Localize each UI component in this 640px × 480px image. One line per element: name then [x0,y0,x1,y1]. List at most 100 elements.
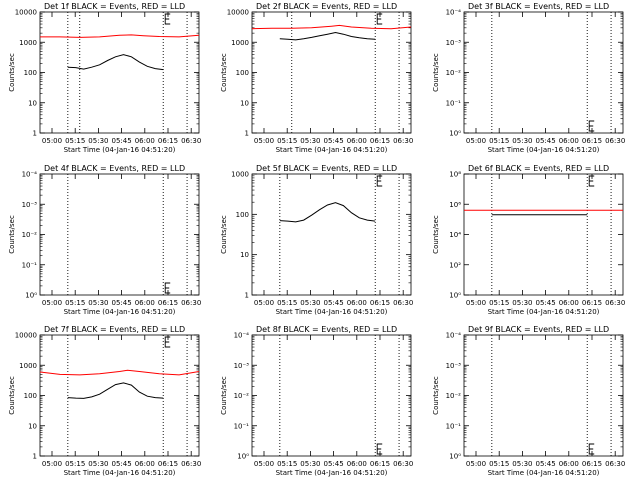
x-tick-label: 06:15 [370,299,390,307]
x-axis-label: Start Time (04-Jan-16 04:51:20) [64,308,176,316]
x-tick-label: 06:15 [158,299,178,307]
y-tick-label: 10⁻⁴ [22,171,38,179]
y-axis-label: Counts/sec [220,376,228,415]
panel-title: Det 8f BLACK = Events, RED = LLD [256,325,397,334]
y-tick-label: 10⁻² [446,392,462,400]
x-tick-label: 05:15 [65,460,85,468]
y-tick-label: 10⁶ [449,201,461,209]
plot-frame [463,173,624,296]
bracket-marker [376,13,383,25]
x-tick-label: 06:15 [370,460,390,468]
x-axis-label: Start Time (04-Jan-16 04:51:20) [488,469,600,477]
x-tick-label: 05:45 [536,137,556,145]
x-tick-label: 05:00 [42,299,62,307]
panel-det-6: Det 6f BLACK = Events, RED = LLD 10⁰ 10² 10… [432,164,625,316]
x-tick-label: 05:15 [489,137,509,145]
panel-det-4: Det 4f BLACK = Events, RED = LLD 10⁰ 10⁻¹ 1… [8,164,201,316]
lld-series-line [251,24,412,30]
x-tick-label: 05:45 [112,460,132,468]
events-series-line [279,202,376,223]
x-tick-label: 05:30 [88,299,108,307]
panel-title: Det 1f BLACK = Events, RED = LLD [44,2,185,11]
x-tick-label: 05:45 [324,460,344,468]
bracket-marker [164,336,171,348]
y-tick-label: 1 [245,130,249,138]
x-tick-label: 06:15 [582,460,602,468]
lld-series-line [40,34,200,38]
x-tick-label: 06:00 [559,460,579,468]
x-tick-label: 06:30 [393,299,413,307]
x-tick-label: 05:15 [65,299,85,307]
y-tick-label: 10 [240,99,249,107]
x-tick-label: 05:15 [277,299,297,307]
x-tick-label: 05:00 [42,137,62,145]
y-tick-label: 1000 [19,39,37,47]
panel-title: Det 7f BLACK = Events, RED = LLD [44,325,185,334]
y-tick-label: 10⁻⁴ [446,9,462,17]
y-tick-label: 10000 [15,332,37,340]
x-tick-label: 05:00 [254,137,274,145]
bracket-marker [376,443,383,455]
y-tick-label: 10⁸ [449,171,461,179]
panel-title: Det 6f BLACK = Events, RED = LLD [468,164,609,173]
x-tick-label: 05:45 [324,137,344,145]
y-tick-label: 100 [24,392,37,400]
x-tick-label: 06:15 [158,137,178,145]
x-tick-label: 05:30 [512,137,532,145]
y-axis-label: Counts/sec [8,215,16,254]
x-tick-label: 05:30 [88,460,108,468]
x-tick-label: 06:00 [559,137,579,145]
x-tick-label: 05:15 [489,460,509,468]
bracket-marker [164,13,171,25]
y-tick-label: 1000 [231,171,249,179]
y-tick-label: 10000 [227,9,249,17]
y-tick-label: 10⁰ [237,453,249,461]
y-tick-label: 1 [245,292,249,300]
x-tick-label: 06:00 [135,137,155,145]
x-tick-label: 06:15 [370,137,390,145]
x-tick-label: 05:45 [324,299,344,307]
x-tick-label: 05:30 [300,460,320,468]
y-tick-label: 10⁻³ [234,362,250,370]
panel-title: Det 3f BLACK = Events, RED = LLD [468,2,609,11]
x-axis-label: Start Time (04-Jan-16 04:51:20) [488,308,600,316]
panel-det-2: Det 2f BLACK = Events, RED = LLD 1 10 100 10… [220,2,413,154]
x-tick-label: 06:00 [135,299,155,307]
events-series-line [67,54,164,71]
x-axis-label: Start Time (04-Jan-16 04:51:20) [64,146,176,154]
plot-frame [39,334,200,457]
x-tick-label: 05:00 [254,299,274,307]
panel-title: Det 9f BLACK = Events, RED = LLD [468,325,609,334]
x-tick-label: 06:00 [347,299,367,307]
x-tick-label: 05:15 [65,137,85,145]
y-tick-label: 1000 [231,39,249,47]
x-tick-label: 05:30 [512,460,532,468]
y-tick-label: 10 [28,422,37,430]
panel-det-7: Det 7f BLACK = Events, RED = LLD 1 10 100 10… [8,325,201,477]
y-tick-label: 10⁻¹ [22,261,38,269]
x-tick-label: 06:00 [347,137,367,145]
y-tick-label: 10⁻² [446,69,462,77]
panel-title: Det 4f BLACK = Events, RED = LLD [44,164,185,173]
y-tick-label: 10⁰ [449,292,461,300]
x-tick-label: 06:00 [347,460,367,468]
events-series-line [279,31,376,41]
plot-frame [463,11,624,134]
x-axis-label: Start Time (04-Jan-16 04:51:20) [276,469,388,477]
x-tick-label: 06:30 [181,137,201,145]
y-tick-label: 10⁻⁴ [234,332,250,340]
x-axis-label: Start Time (04-Jan-16 04:51:20) [276,146,388,154]
y-axis-label: Counts/sec [8,376,16,415]
x-tick-label: 06:30 [181,460,201,468]
lld-series-line [39,369,200,376]
y-tick-label: 1 [33,453,37,461]
x-tick-label: 05:45 [112,137,132,145]
y-axis-label: Counts/sec [220,215,228,254]
x-tick-label: 06:30 [181,299,201,307]
y-tick-label: 100 [236,69,249,77]
y-tick-label: 10 [28,99,37,107]
x-tick-label: 06:30 [605,460,625,468]
panel-title: Det 2f BLACK = Events, RED = LLD [256,2,397,11]
panel-title: Det 5f BLACK = Events, RED = LLD [256,164,397,173]
